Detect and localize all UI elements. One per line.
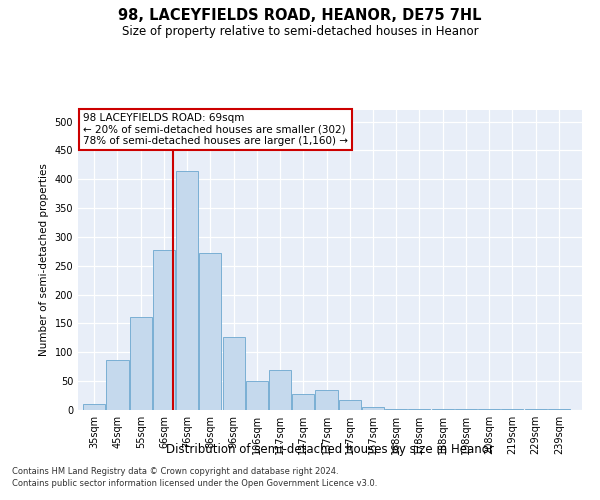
Text: Contains HM Land Registry data © Crown copyright and database right 2024.: Contains HM Land Registry data © Crown c… xyxy=(12,467,338,476)
Bar xyxy=(246,381,268,410)
Bar xyxy=(106,360,128,410)
Y-axis label: Number of semi-detached properties: Number of semi-detached properties xyxy=(39,164,49,356)
Bar xyxy=(501,409,523,410)
Bar xyxy=(269,370,291,410)
Text: Contains public sector information licensed under the Open Government Licence v3: Contains public sector information licen… xyxy=(12,478,377,488)
Bar xyxy=(223,338,245,410)
Text: Distribution of semi-detached houses by size in Heanor: Distribution of semi-detached houses by … xyxy=(166,442,494,456)
Bar xyxy=(316,390,338,410)
Bar xyxy=(362,407,384,410)
Bar xyxy=(385,409,407,410)
Bar xyxy=(153,250,175,410)
Bar xyxy=(292,394,314,410)
Bar xyxy=(548,409,570,410)
Bar xyxy=(83,404,105,410)
Bar xyxy=(130,316,152,410)
Bar xyxy=(176,170,198,410)
Text: Size of property relative to semi-detached houses in Heanor: Size of property relative to semi-detach… xyxy=(122,25,478,38)
Text: 98 LACEYFIELDS ROAD: 69sqm
← 20% of semi-detached houses are smaller (302)
78% o: 98 LACEYFIELDS ROAD: 69sqm ← 20% of semi… xyxy=(83,113,348,146)
Bar xyxy=(199,253,221,410)
Text: 98, LACEYFIELDS ROAD, HEANOR, DE75 7HL: 98, LACEYFIELDS ROAD, HEANOR, DE75 7HL xyxy=(118,8,482,22)
Bar xyxy=(339,400,361,410)
